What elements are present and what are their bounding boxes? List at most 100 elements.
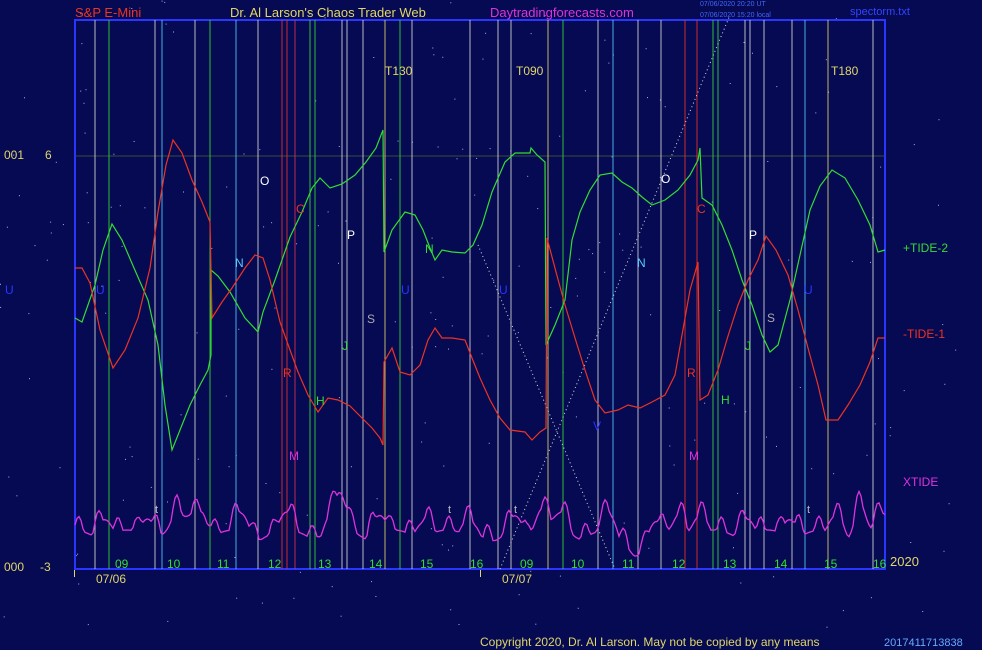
star (397, 140, 399, 142)
star (870, 597, 872, 599)
star (24, 97, 25, 99)
star (433, 54, 435, 56)
star (559, 575, 561, 577)
star (125, 458, 126, 460)
hour-label: 10 (167, 557, 181, 571)
star (435, 319, 437, 320)
event-letter: R (283, 366, 292, 380)
star (648, 547, 650, 549)
star (62, 224, 64, 226)
star (719, 310, 721, 311)
event-letter: P (749, 228, 758, 242)
star (640, 246, 642, 248)
timestamp-local: 07/06/2020 15:20 local (700, 12, 771, 19)
star (535, 623, 537, 625)
star (482, 58, 484, 60)
event-letter: V (593, 419, 602, 433)
star (577, 607, 579, 609)
event-letter: U (5, 283, 14, 297)
star (430, 312, 432, 314)
star (729, 83, 731, 84)
star (737, 492, 739, 494)
xtide-line (74, 489, 886, 557)
hour-label: 14 (774, 557, 788, 571)
star (327, 211, 329, 213)
hour-label: 11 (622, 557, 635, 571)
left-label-bottom: 000 (4, 560, 25, 574)
star (485, 32, 487, 34)
event-letter: O (260, 174, 270, 188)
star (83, 102, 85, 104)
star (6, 226, 8, 228)
hour-label: 09 (520, 557, 534, 571)
star (889, 435, 891, 437)
star (101, 285, 103, 287)
star (396, 68, 398, 70)
event-letter: S (767, 311, 776, 325)
star (944, 383, 946, 385)
star (87, 624, 89, 626)
star (338, 397, 340, 399)
star (350, 466, 352, 468)
star (431, 237, 433, 239)
star (454, 98, 456, 100)
star (942, 324, 944, 326)
event-letter: C (697, 202, 706, 216)
left-label-top: 001 (4, 148, 25, 162)
date-label: 07/06 (96, 572, 127, 586)
star (89, 281, 91, 283)
star (544, 15, 546, 17)
event-letter: M (289, 449, 299, 463)
hour-label: 09 (115, 557, 129, 571)
star (197, 458, 199, 460)
star (694, 439, 696, 441)
marker-t180: T180 (831, 64, 859, 78)
star (604, 271, 606, 273)
star (938, 119, 940, 121)
star (835, 18, 837, 20)
marker-t130: T130 (385, 64, 413, 78)
star (766, 436, 767, 438)
date-label: 07/07 (502, 572, 533, 586)
star (236, 597, 238, 599)
star (18, 195, 20, 197)
star (55, 161, 57, 163)
star (669, 445, 671, 447)
hour-label: 11 (217, 557, 230, 571)
star (118, 279, 120, 281)
star (226, 186, 228, 188)
star (866, 454, 868, 456)
star (527, 175, 529, 177)
site-link[interactable]: Daytradingforecasts.com (490, 5, 634, 20)
star (3, 616, 5, 618)
star (77, 553, 79, 555)
event-letter: H (316, 394, 325, 408)
star (110, 206, 112, 208)
star (78, 583, 80, 585)
event-letter: O (661, 172, 671, 186)
star (518, 265, 520, 267)
star (315, 100, 317, 102)
star (448, 348, 449, 350)
star (243, 153, 245, 155)
star (105, 312, 107, 314)
star (376, 498, 378, 500)
star (890, 427, 892, 429)
star (711, 201, 713, 203)
star (851, 260, 853, 262)
star (432, 47, 434, 49)
copyright: Copyright 2020, Dr. Al Larson. May not b… (480, 635, 820, 649)
star (943, 550, 945, 552)
star (584, 90, 586, 92)
legend-xtide: XTIDE (903, 475, 939, 489)
star (0, 283, 1, 285)
star (743, 42, 745, 43)
star (576, 295, 578, 297)
star (922, 611, 924, 612)
star (441, 544, 443, 546)
star (80, 13, 82, 15)
star (118, 566, 120, 568)
event-letter: C (296, 202, 305, 216)
star (611, 156, 613, 158)
star (948, 503, 950, 505)
